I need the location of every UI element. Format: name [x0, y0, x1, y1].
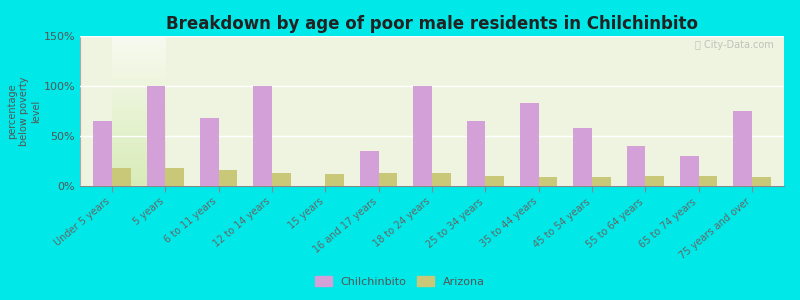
Bar: [698, 176, 718, 186]
Bar: [200, 118, 218, 186]
Legend: Chilchinbito, Arizona: Chilchinbito, Arizona: [310, 272, 490, 291]
Bar: [486, 176, 504, 186]
Bar: [414, 86, 432, 186]
Bar: [646, 176, 664, 186]
Bar: [360, 151, 378, 186]
Bar: [538, 177, 558, 186]
Bar: [326, 174, 344, 186]
Bar: [592, 177, 610, 186]
Bar: [432, 173, 450, 186]
Bar: [734, 111, 752, 186]
Bar: [94, 121, 112, 186]
Bar: [378, 173, 398, 186]
Bar: [146, 86, 166, 186]
Text: ⓘ City-Data.com: ⓘ City-Data.com: [694, 40, 774, 50]
Bar: [166, 168, 184, 186]
Bar: [574, 128, 592, 186]
Y-axis label: percentage
below poverty
level: percentage below poverty level: [7, 76, 41, 146]
Bar: [752, 177, 770, 186]
Bar: [626, 146, 646, 186]
Bar: [520, 103, 538, 186]
Bar: [218, 170, 238, 186]
Bar: [272, 173, 290, 186]
Title: Breakdown by age of poor male residents in Chilchinbito: Breakdown by age of poor male residents …: [166, 15, 698, 33]
Bar: [254, 86, 272, 186]
Bar: [466, 121, 486, 186]
Bar: [112, 168, 130, 186]
Bar: [680, 156, 698, 186]
